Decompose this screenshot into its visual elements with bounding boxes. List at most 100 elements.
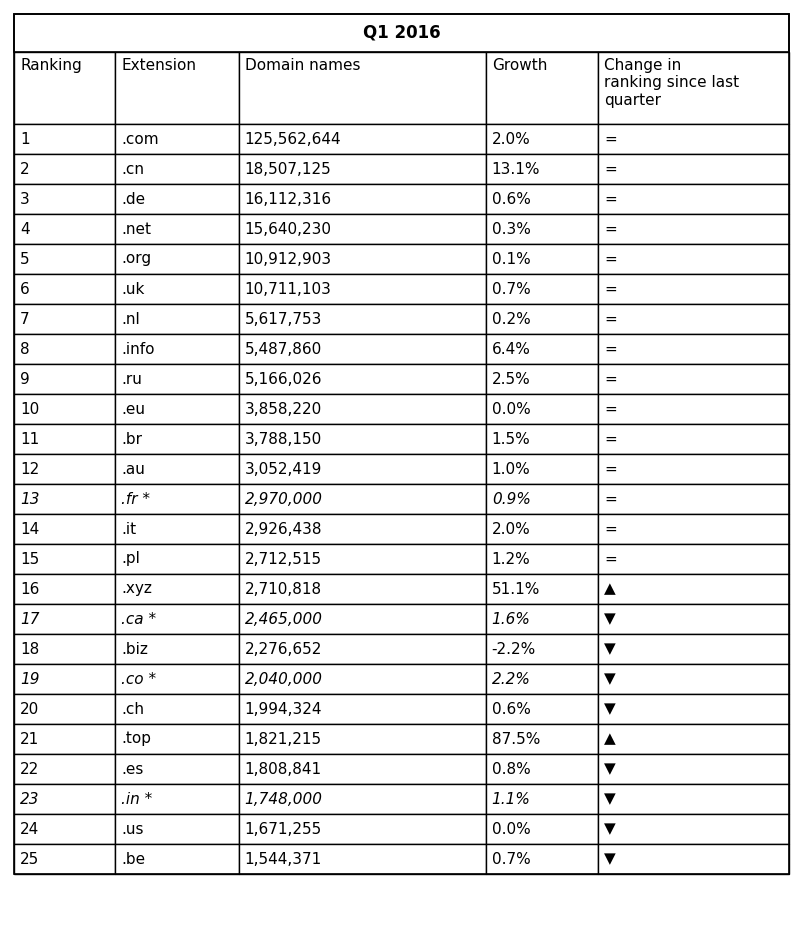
Text: 19: 19 <box>20 671 39 686</box>
Bar <box>115 814 238 844</box>
Text: .ca *: .ca * <box>121 611 156 627</box>
Bar <box>238 124 485 154</box>
Text: 21: 21 <box>20 732 39 746</box>
Text: Q1 2016: Q1 2016 <box>363 24 439 42</box>
Text: 1.6%: 1.6% <box>491 611 530 627</box>
Text: .org: .org <box>121 252 151 267</box>
Bar <box>597 124 788 154</box>
Text: =: = <box>603 192 616 206</box>
Text: 0.6%: 0.6% <box>491 192 530 206</box>
Text: 0.0%: 0.0% <box>491 402 530 417</box>
Bar <box>485 604 597 634</box>
Bar <box>597 574 788 604</box>
Bar <box>485 364 597 394</box>
Bar <box>597 724 788 754</box>
Bar <box>485 634 597 664</box>
Text: 0.2%: 0.2% <box>491 311 530 327</box>
Bar <box>238 784 485 814</box>
Text: 5: 5 <box>20 252 30 267</box>
Bar <box>14 724 115 754</box>
Text: 1.1%: 1.1% <box>491 792 530 807</box>
Text: 5,166,026: 5,166,026 <box>245 371 322 386</box>
Text: 2,712,515: 2,712,515 <box>245 552 322 567</box>
Text: 18,507,125: 18,507,125 <box>245 161 331 177</box>
Text: 22: 22 <box>20 761 39 777</box>
Text: .us: .us <box>121 821 144 836</box>
Text: 5,617,753: 5,617,753 <box>245 311 322 327</box>
Bar <box>238 304 485 334</box>
Bar <box>597 844 788 874</box>
Bar <box>115 52 238 124</box>
Bar <box>238 574 485 604</box>
Text: 0.0%: 0.0% <box>491 821 530 836</box>
Bar <box>14 574 115 604</box>
Text: 0.3%: 0.3% <box>491 221 530 236</box>
Bar <box>485 574 597 604</box>
Text: 3,052,419: 3,052,419 <box>245 461 322 477</box>
Text: .be: .be <box>121 852 145 867</box>
Bar <box>14 424 115 454</box>
Bar <box>485 52 597 124</box>
Text: 0.8%: 0.8% <box>491 761 530 777</box>
Bar <box>14 754 115 784</box>
Text: 2.0%: 2.0% <box>491 521 530 536</box>
Text: 5,487,860: 5,487,860 <box>245 342 322 357</box>
Text: .com: .com <box>121 131 159 146</box>
Bar <box>115 724 238 754</box>
Text: 10,711,103: 10,711,103 <box>245 282 331 296</box>
Bar <box>485 724 597 754</box>
Bar <box>115 124 238 154</box>
Text: -2.2%: -2.2% <box>491 642 535 657</box>
Bar <box>115 364 238 394</box>
Text: =: = <box>603 342 616 357</box>
Bar <box>115 574 238 604</box>
Bar <box>485 844 597 874</box>
Bar <box>485 694 597 724</box>
Text: ▼: ▼ <box>603 611 615 627</box>
Bar <box>238 424 485 454</box>
Bar <box>238 154 485 184</box>
Text: .nl: .nl <box>121 311 140 327</box>
Bar <box>238 844 485 874</box>
Bar <box>115 304 238 334</box>
Bar <box>238 454 485 484</box>
Text: .biz: .biz <box>121 642 148 657</box>
Bar <box>14 334 115 364</box>
Text: 6.4%: 6.4% <box>491 342 530 357</box>
Text: 3: 3 <box>20 192 30 206</box>
Text: 1: 1 <box>20 131 30 146</box>
Bar <box>115 484 238 514</box>
Text: .uk: .uk <box>121 282 144 296</box>
Bar <box>115 754 238 784</box>
Bar <box>597 514 788 544</box>
Bar <box>485 754 597 784</box>
Bar <box>115 634 238 664</box>
Text: 8: 8 <box>20 342 30 357</box>
Bar <box>115 454 238 484</box>
Text: 87.5%: 87.5% <box>491 732 540 746</box>
Text: 0.1%: 0.1% <box>491 252 530 267</box>
Text: 24: 24 <box>20 821 39 836</box>
Text: Ranking: Ranking <box>20 58 82 73</box>
Bar <box>14 784 115 814</box>
Bar <box>597 214 788 244</box>
Bar <box>115 604 238 634</box>
Bar <box>485 544 597 574</box>
Bar <box>14 154 115 184</box>
Text: =: = <box>603 521 616 536</box>
Text: ▼: ▼ <box>603 671 615 686</box>
Bar <box>14 184 115 214</box>
Text: 1,821,215: 1,821,215 <box>245 732 322 746</box>
Bar <box>238 184 485 214</box>
Text: 11: 11 <box>20 432 39 446</box>
Bar <box>485 514 597 544</box>
Bar <box>485 424 597 454</box>
Bar <box>14 634 115 664</box>
Text: 15: 15 <box>20 552 39 567</box>
Bar <box>485 814 597 844</box>
Text: .net: .net <box>121 221 151 236</box>
Text: 1,994,324: 1,994,324 <box>245 702 322 717</box>
Text: =: = <box>603 402 616 417</box>
Bar <box>597 544 788 574</box>
Text: 1.2%: 1.2% <box>491 552 530 567</box>
